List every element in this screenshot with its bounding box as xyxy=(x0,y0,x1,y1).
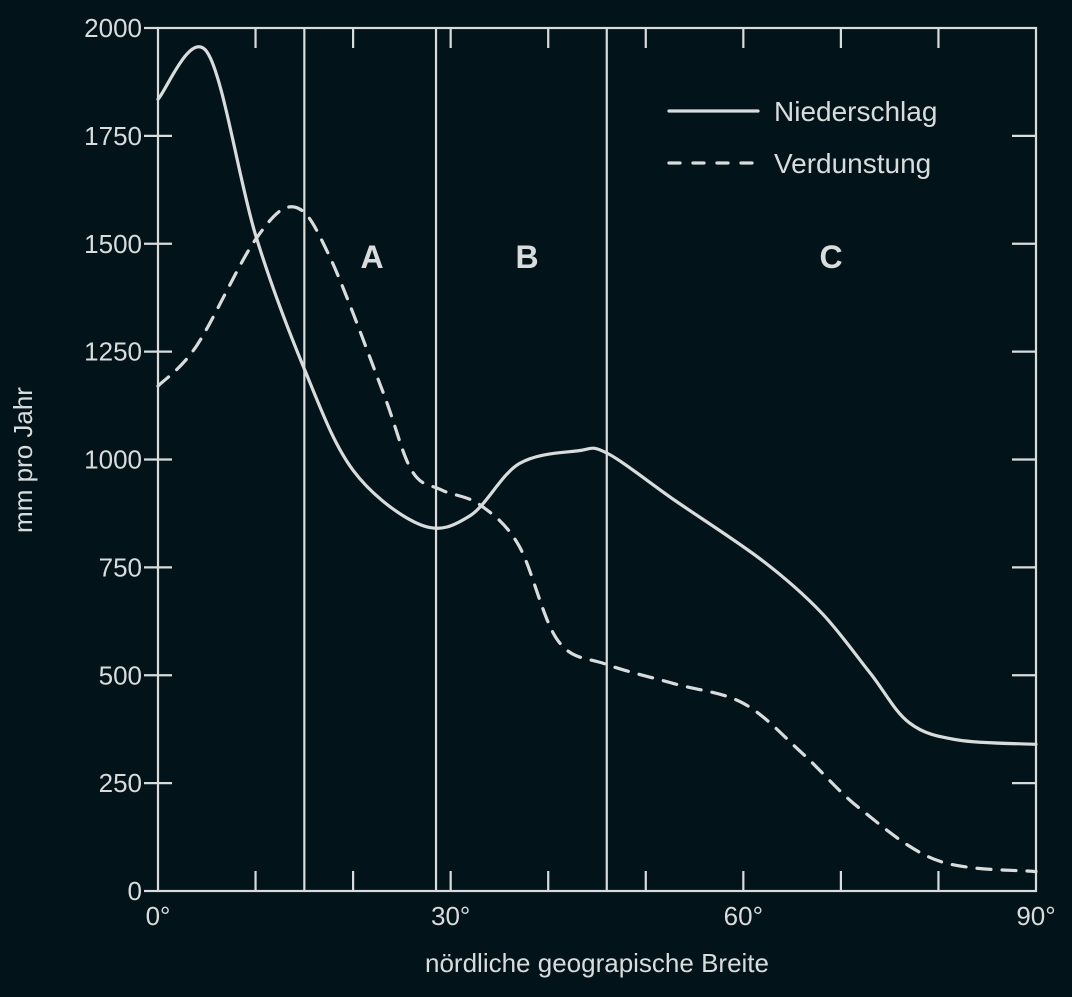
y-tick-label: 2000 xyxy=(84,13,142,43)
y-tick-label: 1500 xyxy=(84,229,142,259)
series-niederschlag xyxy=(156,45,1038,746)
region-label-c: C xyxy=(819,239,842,275)
y-tick-label: 250 xyxy=(99,768,142,798)
y-tick-label: 750 xyxy=(99,552,142,582)
data-series xyxy=(156,45,1038,874)
x-tick-label: 30° xyxy=(431,901,470,931)
region-label-b: B xyxy=(515,239,538,275)
y-tick-label: 1750 xyxy=(84,121,142,151)
legend: Niederschlag Verdunstung xyxy=(667,96,937,179)
legend-label: Niederschlag xyxy=(774,96,937,127)
x-tick-label: 90° xyxy=(1016,901,1055,931)
y-axis-ticks: 0 250 500 750 1000 1250 1500 1750 2000 xyxy=(84,13,1036,906)
y-tick-label: 1250 xyxy=(84,337,142,367)
region-boundaries xyxy=(303,28,608,891)
region-label-a: A xyxy=(360,239,383,275)
y-tick-label: 1000 xyxy=(84,445,142,475)
x-tick-label: 0° xyxy=(146,901,171,931)
x-axis-label: nördliche geograpische Breite xyxy=(425,948,769,978)
legend-label: Verdunstung xyxy=(774,148,931,179)
x-tick-label: 60° xyxy=(724,901,763,931)
series-verdunstung xyxy=(156,205,1038,874)
y-axis-label: mm pro Jahr xyxy=(8,387,38,533)
y-tick-label: 500 xyxy=(99,660,142,690)
region-labels: A B C xyxy=(360,239,842,275)
x-axis-ticks: 0° 30° 60° 90° xyxy=(146,28,1056,931)
y-tick-label: 0 xyxy=(128,876,142,906)
